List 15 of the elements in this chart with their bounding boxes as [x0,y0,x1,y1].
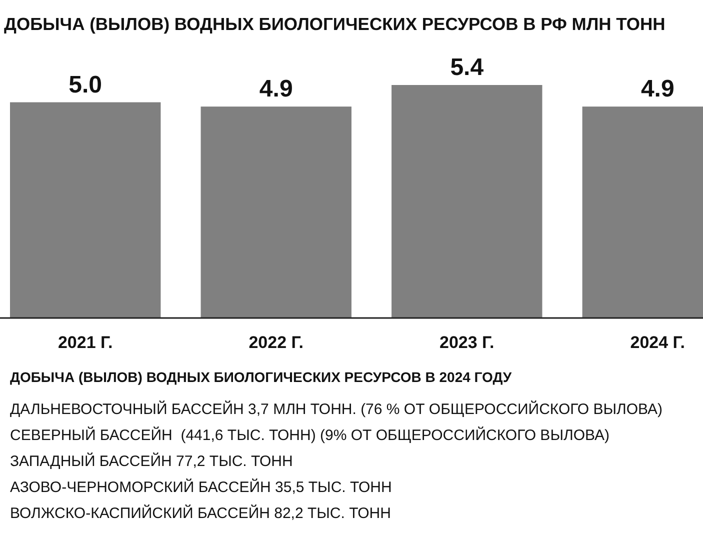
text: ЗАПАДНЫЙ БАССЕЙН 77,2 ТЫС. ТОНН [10,452,293,470]
chart-title: ДОБЫЧА (ВЫЛОВ) ВОДНЫХ БИОЛОГИЧЕСКИХ РЕСУРСОВ В РФ МЛН ТОНН [4,14,666,34]
x-tick-label: 2021 Г. [58,333,113,352]
data-label: 4.9 [640,76,674,103]
text: СЕВЕРНЫЙ БАССЕЙН (441,6 ТЫС. ТОНН) (9% ОТ ОБЩЕРОССИЙСКОГО ВЫЛОВА) [10,426,610,444]
text: АЗОВО-ЧЕРНОМОРСКИЙ БАССЕЙН 35,5 ТЫС. ТОНН [10,478,392,496]
data-label: 5.0 [68,71,102,98]
x-tick-label: 2023 Г. [439,333,494,352]
data-label: 4.9 [259,76,293,103]
x-tick-label: 2022 Г. [248,333,304,352]
text: ДОБЫЧА (ВЫЛОВ) ВОДНЫХ БИОЛОГИЧЕСКИХ РЕСУРСОВ В 2024 ГОДУ [10,369,512,385]
data-label: 5.4 [450,54,484,81]
x-tick-label: 2024 Г. [630,333,686,352]
text: ВОЛЖСКО-КАСПИЙСКИЙ БАССЕЙН 82,2 ТЫС. ТОНН [10,504,391,522]
text: ДАЛЬНЕВОСТОЧНЫЙ БАССЕЙН 3,7 МЛН ТОНН. (76 % ОТ ОБЩЕРОССИЙСКОГО ВЫЛОВА) [10,400,663,418]
